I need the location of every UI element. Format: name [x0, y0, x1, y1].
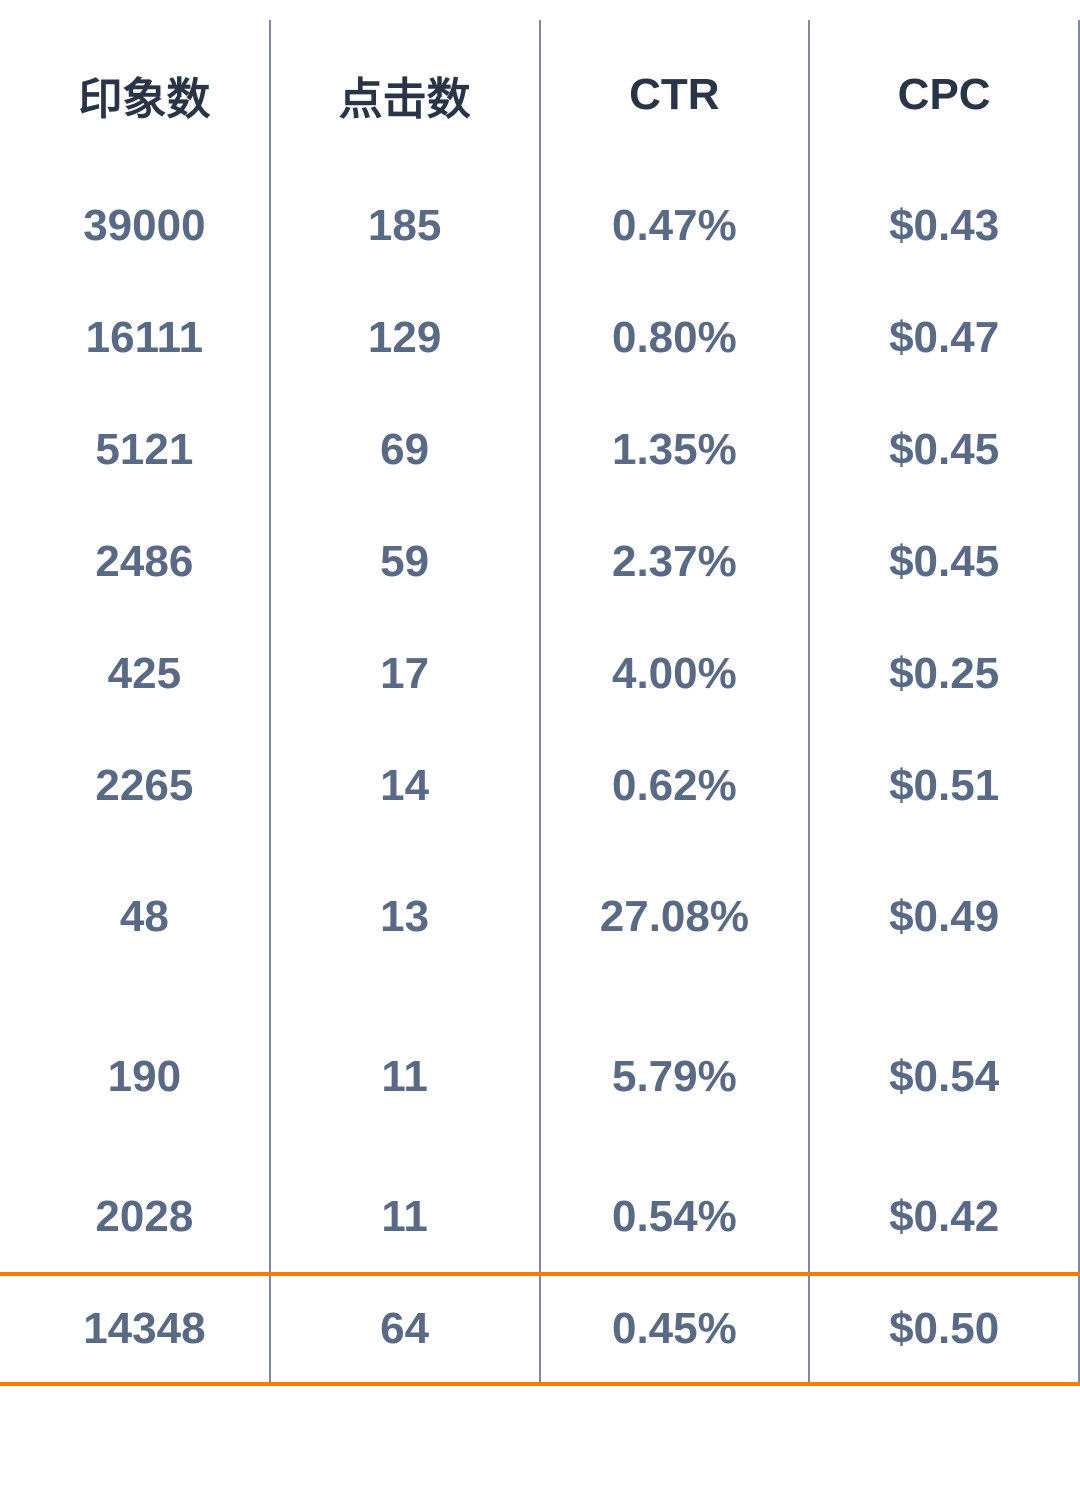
cell-ctr: 0.80% — [540, 282, 810, 394]
cell-impressions: 5121 — [0, 394, 270, 506]
table-row: 190 11 5.79% $0.54 — [0, 992, 1079, 1162]
table-row: 5121 69 1.35% $0.45 — [0, 394, 1079, 506]
table-row: 425 17 4.00% $0.25 — [0, 618, 1079, 730]
metrics-table: 印象数 点击数 CTR CPC 39000 185 0.47% $0.43 16… — [0, 20, 1080, 1386]
table-header-row: 印象数 点击数 CTR CPC — [0, 20, 1079, 170]
cell-cpc: $0.54 — [809, 992, 1079, 1162]
cell-cpc: $0.51 — [809, 730, 1079, 842]
cell-impressions: 16111 — [0, 282, 270, 394]
col-header-ctr: CTR — [540, 20, 810, 170]
cell-impressions: 48 — [0, 842, 270, 992]
table-row: 2486 59 2.37% $0.45 — [0, 506, 1079, 618]
cell-ctr: 0.54% — [540, 1162, 810, 1274]
cell-clicks: 13 — [270, 842, 540, 992]
table-row: 2265 14 0.62% $0.51 — [0, 730, 1079, 842]
table-row: 39000 185 0.47% $0.43 — [0, 170, 1079, 282]
cell-cpc: $0.43 — [809, 170, 1079, 282]
table-row: 2028 11 0.54% $0.42 — [0, 1162, 1079, 1274]
cell-ctr: 0.62% — [540, 730, 810, 842]
cell-ctr: 2.37% — [540, 506, 810, 618]
cell-clicks: 185 — [270, 170, 540, 282]
cell-impressions: 2028 — [0, 1162, 270, 1274]
cell-ctr: 4.00% — [540, 618, 810, 730]
cell-ctr: 0.47% — [540, 170, 810, 282]
table-body: 39000 185 0.47% $0.43 16111 129 0.80% $0… — [0, 170, 1079, 1384]
col-header-impressions: 印象数 — [0, 20, 270, 170]
cell-cpc: $0.42 — [809, 1162, 1079, 1274]
table-row: 16111 129 0.80% $0.47 — [0, 282, 1079, 394]
table-footer-row: 14348 64 0.45% $0.50 — [0, 1274, 1079, 1384]
cell-cpc: $0.49 — [809, 842, 1079, 992]
cell-cpc: $0.47 — [809, 282, 1079, 394]
cell-clicks: 59 — [270, 506, 540, 618]
cell-clicks: 11 — [270, 1162, 540, 1274]
cell-impressions: 2486 — [0, 506, 270, 618]
footer-impressions: 14348 — [0, 1274, 270, 1384]
cell-clicks: 14 — [270, 730, 540, 842]
cell-ctr: 1.35% — [540, 394, 810, 506]
metrics-table-container: 印象数 点击数 CTR CPC 39000 185 0.47% $0.43 16… — [0, 20, 1080, 1386]
cell-clicks: 69 — [270, 394, 540, 506]
cell-cpc: $0.45 — [809, 394, 1079, 506]
cell-clicks: 11 — [270, 992, 540, 1162]
cell-impressions: 425 — [0, 618, 270, 730]
footer-cpc: $0.50 — [809, 1274, 1079, 1384]
cell-impressions: 190 — [0, 992, 270, 1162]
cell-clicks: 17 — [270, 618, 540, 730]
col-header-clicks: 点击数 — [270, 20, 540, 170]
col-header-cpc: CPC — [809, 20, 1079, 170]
cell-impressions: 2265 — [0, 730, 270, 842]
cell-cpc: $0.25 — [809, 618, 1079, 730]
cell-ctr: 5.79% — [540, 992, 810, 1162]
cell-ctr: 27.08% — [540, 842, 810, 992]
cell-clicks: 129 — [270, 282, 540, 394]
cell-cpc: $0.45 — [809, 506, 1079, 618]
footer-clicks: 64 — [270, 1274, 540, 1384]
footer-ctr: 0.45% — [540, 1274, 810, 1384]
table-row: 48 13 27.08% $0.49 — [0, 842, 1079, 992]
cell-impressions: 39000 — [0, 170, 270, 282]
